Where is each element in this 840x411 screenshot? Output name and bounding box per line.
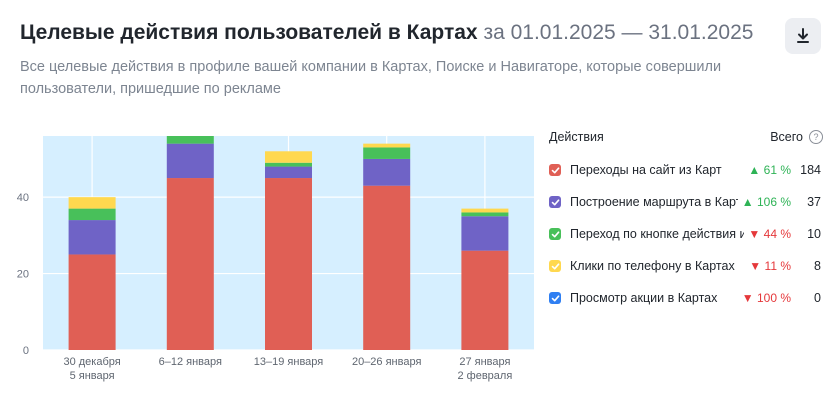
bar-segment bbox=[363, 185, 411, 350]
download-button[interactable] bbox=[785, 18, 821, 54]
legend-item-change-value: 11 % bbox=[764, 259, 791, 273]
legend-item-change: ▲ 106 % bbox=[737, 195, 791, 209]
bar-segment bbox=[461, 208, 509, 213]
bar-segment bbox=[68, 220, 116, 255]
page-title: Целевые действия пользователей в Картах … bbox=[20, 18, 753, 48]
bar-segment bbox=[363, 143, 411, 148]
title-date-range: за 01.01.2025 — 31.01.2025 bbox=[483, 21, 754, 44]
trend-arrow-icon: ▲ bbox=[748, 163, 761, 177]
legend-item-total: 10 bbox=[807, 227, 821, 241]
legend-item-change: ▲ 61 % bbox=[744, 163, 791, 177]
trend-arrow-icon: ▲ bbox=[741, 195, 754, 209]
trend-arrow-icon: ▼ bbox=[748, 227, 761, 241]
bar-segment bbox=[265, 166, 312, 179]
legend-item-change-value: 61 % bbox=[763, 163, 791, 177]
checkbox[interactable] bbox=[549, 196, 561, 208]
checkbox[interactable] bbox=[549, 164, 561, 176]
legend-item-change-value: 44 % bbox=[763, 227, 791, 241]
x-tick-label: 5 января bbox=[70, 370, 115, 382]
legend-item-total: 8 bbox=[814, 259, 821, 273]
checkbox[interactable] bbox=[549, 260, 561, 272]
legend-item[interactable]: Клики по телефону в Картах ▼ 11 % 8 bbox=[549, 250, 829, 282]
legend-item-change: ▼ 100 % bbox=[737, 291, 791, 305]
x-tick-label: 30 декабря bbox=[63, 356, 120, 368]
trend-arrow-icon: ▼ bbox=[749, 259, 762, 273]
legend-item-total: 184 bbox=[800, 163, 821, 177]
legend-total-label: Всего bbox=[770, 130, 803, 144]
legend-header: Действия Всего ? bbox=[549, 128, 829, 146]
legend-item-label: Просмотр акции в Картах bbox=[570, 291, 718, 305]
x-tick-label: 27 января bbox=[459, 356, 510, 368]
x-tick-label: 2 февраля bbox=[458, 370, 513, 382]
bar-segment bbox=[363, 147, 411, 159]
x-tick-label: 6–12 января bbox=[159, 356, 222, 368]
bar-segment bbox=[166, 143, 214, 179]
stacked-bar-chart: 0 20 40 30 декабря 5 января 6–12 января 13–19 … bbox=[17, 136, 534, 382]
legend-item-change-value: 106 % bbox=[756, 195, 791, 209]
title-main: Целевые действия пользователей в Картах bbox=[20, 21, 478, 44]
checkbox[interactable] bbox=[549, 228, 561, 240]
check-icon bbox=[551, 230, 559, 237]
legend-item-label: Переходы на сайт из Карт bbox=[570, 163, 722, 177]
legend-item[interactable]: Переходы на сайт из Карт ▲ 61 % 184 bbox=[549, 154, 829, 186]
legend-item-label: Переход по кнопке действия из Карт bbox=[570, 227, 751, 241]
y-tick-label: 20 bbox=[17, 269, 29, 281]
check-icon bbox=[551, 198, 559, 205]
legend-item[interactable]: Просмотр акции в Картах ▼ 100 % 0 bbox=[549, 282, 829, 314]
page-subtitle: Все целевые действия в профиле вашей ком… bbox=[20, 59, 722, 97]
download-icon bbox=[797, 28, 809, 43]
legend-total-header: Всего ? bbox=[770, 130, 829, 144]
legend-rows: Переходы на сайт из Карт ▲ 61 % 184 Построе… bbox=[549, 154, 829, 314]
y-tick-label: 40 bbox=[17, 192, 29, 204]
bar-segment bbox=[363, 158, 411, 186]
legend-title: Действия bbox=[549, 130, 604, 144]
bar-segment bbox=[166, 136, 214, 144]
trend-arrow-icon: ▼ bbox=[741, 291, 754, 305]
legend-item-change-value: 100 % bbox=[756, 291, 791, 305]
y-tick-label: 0 bbox=[23, 345, 29, 357]
legend: Действия Всего ? Переходы на сайт из Кар… bbox=[549, 128, 829, 314]
checkbox[interactable] bbox=[549, 292, 561, 304]
legend-item-total: 37 bbox=[807, 195, 821, 209]
check-icon bbox=[551, 166, 559, 173]
bar-segment bbox=[68, 197, 116, 209]
legend-item-change: ▼ 11 % bbox=[745, 259, 791, 273]
bar-segment bbox=[265, 151, 312, 163]
bar-segment bbox=[461, 216, 509, 251]
legend-item[interactable]: Построение маршрута в Картах ▲ 106 % 37 bbox=[549, 186, 829, 218]
bar-segment bbox=[461, 212, 509, 217]
check-icon bbox=[551, 294, 559, 301]
bar-segment bbox=[265, 178, 312, 350]
bar-segment bbox=[166, 178, 214, 350]
bar-segment bbox=[68, 254, 116, 350]
legend-item-change: ▼ 44 % bbox=[744, 227, 791, 241]
legend-item-label: Клики по телефону в Картах bbox=[570, 259, 735, 273]
bar-segment bbox=[461, 250, 509, 350]
bar-segment bbox=[265, 162, 312, 167]
legend-item-total: 0 bbox=[814, 291, 821, 305]
bar-segment bbox=[68, 208, 116, 221]
x-tick-label: 20–26 января bbox=[352, 356, 422, 368]
legend-item-label: Построение маршрута в Картах bbox=[570, 195, 751, 209]
x-tick-label: 13–19 января bbox=[254, 356, 324, 368]
question-circle-icon[interactable]: ? bbox=[809, 130, 823, 144]
legend-item[interactable]: Переход по кнопке действия из Карт▼ 44 %… bbox=[549, 218, 829, 250]
check-icon bbox=[551, 262, 559, 269]
